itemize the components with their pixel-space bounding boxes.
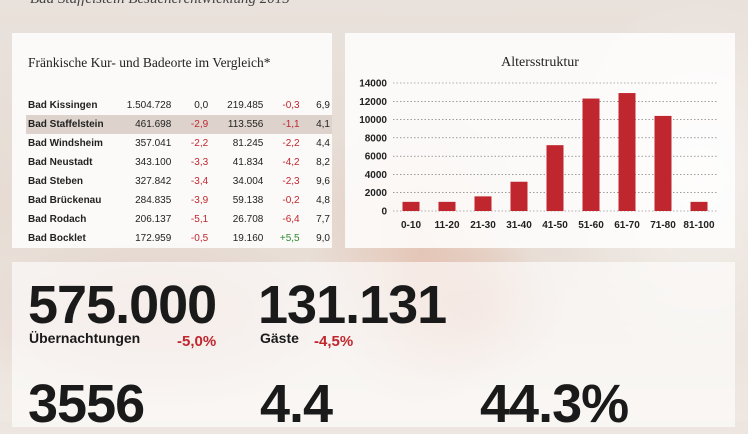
row-guests: 19.160 xyxy=(232,233,264,244)
bar xyxy=(402,201,420,211)
row-overnights-change: 0,0 xyxy=(194,100,209,111)
row-guests: 34.004 xyxy=(232,176,264,187)
overnights-change: -5,0% xyxy=(177,333,217,350)
table-row: Bad Windsheim 357.041 -2,2 81.245 -2,2 4,4 xyxy=(26,134,332,153)
y-tick-label: 10000 xyxy=(359,115,387,126)
table-row: Bad Bocklet 172.959 -0,5 19.160 +5,5 9,0 xyxy=(26,229,332,248)
row-guests-change: -2,3 xyxy=(282,176,300,187)
x-tick-label: 51-60 xyxy=(578,220,604,231)
x-tick-label: 0-10 xyxy=(401,220,421,231)
row-stay: 4,1 xyxy=(316,119,330,130)
row-guests: 81.245 xyxy=(232,138,264,149)
row-name: Bad Windsheim xyxy=(28,138,103,149)
table-row: Bad Kissingen 1.504.728 0,0 219.485 -0,3 6,9 xyxy=(26,96,332,115)
y-tick-label: 14000 xyxy=(359,79,387,90)
y-tick-label: 6000 xyxy=(365,152,388,163)
y-tick-label: 2000 xyxy=(365,188,388,199)
bar xyxy=(618,93,636,211)
row-overnights-change: -2,9 xyxy=(190,119,209,130)
row-overnights-change: -3,9 xyxy=(190,195,209,206)
row-stay: 4,4 xyxy=(316,138,330,149)
third-stat-value: 3556 xyxy=(28,374,145,434)
x-tick-label: 71-80 xyxy=(650,220,676,231)
fifth-stat-value: 44.3% xyxy=(480,374,629,434)
table-row: Bad Neustadt 343.100 -3,3 41.834 -4,2 8,2 xyxy=(26,153,332,172)
table-row: Bad Rodach 206.137 -5,1 26.708 -6,4 7,7 xyxy=(26,210,332,229)
table-title: Fränkische Kur- und Badeorte im Vergleic… xyxy=(28,55,271,70)
row-overnights-change: -3,3 xyxy=(190,157,209,168)
bar xyxy=(474,196,492,211)
row-stay: 9,6 xyxy=(316,176,330,187)
row-guests-change: -4,2 xyxy=(282,157,300,168)
row-overnights: 343.100 xyxy=(135,157,172,168)
row-stay: 6,9 xyxy=(316,100,330,111)
guests-label: Gäste xyxy=(260,330,299,346)
row-name: Bad Steben xyxy=(28,176,84,187)
row-guests: 41.834 xyxy=(232,157,264,168)
row-stay: 4,8 xyxy=(316,195,330,206)
overnights-label: Übernachtungen xyxy=(29,330,141,346)
row-guests-change: -6,4 xyxy=(282,214,300,225)
row-overnights-change: -3,4 xyxy=(190,176,209,187)
row-overnights: 172.959 xyxy=(135,233,172,244)
row-guests-change: +5,5 xyxy=(279,233,300,244)
row-overnights: 357.041 xyxy=(135,138,172,149)
row-guests-change: -2,2 xyxy=(282,138,300,149)
row-overnights-change: -2,2 xyxy=(190,138,209,149)
row-name: Bad Brückenau xyxy=(28,195,102,206)
row-stay: 9,0 xyxy=(316,233,330,244)
comparison-table-panel: Fränkische Kur- und Badeorte im Vergleic… xyxy=(12,33,332,248)
y-tick-label: 4000 xyxy=(365,170,388,181)
age-structure-chart: 0 2000 4000 6000 8000 10000 12000 14000 0-10 11-2… xyxy=(359,79,717,231)
age-structure-chart-panel: Altersstruktur 0 2000 4000 6000 8000 10000 120… xyxy=(345,33,735,248)
guests-change: -4,5% xyxy=(314,333,354,350)
row-overnights: 206.137 xyxy=(135,214,172,225)
comparison-table: Bad Kissingen 1.504.728 0,0 219.485 -0,3 6,9 B… xyxy=(26,96,332,248)
row-name: Bad Staffelstein xyxy=(28,119,104,130)
row-stay: 8,2 xyxy=(316,157,330,168)
x-tick-label: 11-20 xyxy=(434,220,459,231)
row-guests-change: -0,2 xyxy=(282,195,300,206)
row-guests-change: -1,1 xyxy=(282,119,300,130)
y-tick-label: 8000 xyxy=(365,133,388,144)
row-name: Bad Rodach xyxy=(28,214,87,225)
row-name: Bad Neustadt xyxy=(28,157,93,168)
row-overnights: 327.842 xyxy=(135,176,172,187)
x-tick-label: 81-100 xyxy=(683,220,715,231)
y-tick-label: 12000 xyxy=(359,97,387,108)
overnights-value: 575.000 xyxy=(28,275,217,335)
chart-title: Altersstruktur xyxy=(501,55,579,70)
page-title: Bad Staffelstein Besucherentwicklung 201… xyxy=(30,0,290,8)
bar xyxy=(438,201,456,211)
bar xyxy=(654,115,672,211)
x-tick-label: 61-70 xyxy=(614,220,640,231)
row-overnights-change: -5,1 xyxy=(190,214,209,225)
bar xyxy=(690,201,708,211)
row-overnights-change: -0,5 xyxy=(190,233,209,244)
row-overnights: 1.504.728 xyxy=(126,100,172,111)
table-row: Bad Brückenau 284.835 -3,9 59.138 -0,2 4,8 xyxy=(26,191,332,210)
table-row: Bad Steben 327.842 -3,4 34.004 -2,3 9,6 xyxy=(26,172,332,191)
bar xyxy=(510,181,528,211)
x-tick-label: 31-40 xyxy=(506,220,532,231)
row-name: Bad Bocklet xyxy=(28,233,86,244)
guests-value: 131.131 xyxy=(258,275,447,335)
row-guests: 219.485 xyxy=(227,100,264,111)
row-guests: 59.138 xyxy=(232,195,264,206)
row-overnights: 461.698 xyxy=(135,119,172,130)
fourth-stat-value: 4.4 xyxy=(260,374,333,434)
row-name: Bad Kissingen xyxy=(28,100,98,111)
y-tick-label: 0 xyxy=(381,207,387,218)
row-guests-change: -0,3 xyxy=(282,100,300,111)
row-guests: 113.556 xyxy=(227,119,264,130)
row-overnights: 284.835 xyxy=(135,195,172,206)
x-tick-label: 21-30 xyxy=(470,220,496,231)
bar xyxy=(546,145,564,211)
x-tick-label: 41-50 xyxy=(542,220,568,231)
table-row: Bad Staffelstein 461.698 -2,9 113.556 -1,1 4,… xyxy=(26,115,332,134)
row-stay: 7,7 xyxy=(316,214,330,225)
bar xyxy=(582,98,600,211)
row-guests: 26.708 xyxy=(232,214,264,225)
key-stats-panel: 575.000 Übernachtungen -5,0% 131.131 Gäs… xyxy=(12,262,735,431)
